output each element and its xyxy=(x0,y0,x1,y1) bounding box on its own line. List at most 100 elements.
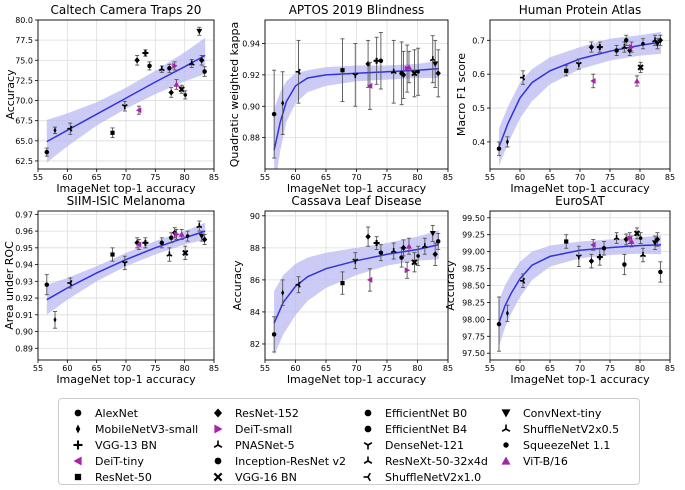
data-point xyxy=(196,223,203,229)
data-point xyxy=(53,316,57,323)
x-tick-label: 65 xyxy=(545,364,555,373)
x-tick-label: 65 xyxy=(321,364,331,373)
chart-title: Cassava Leaf Disease xyxy=(291,194,421,208)
legend-marker xyxy=(363,456,373,464)
y-tick-label: 84 xyxy=(250,308,260,317)
x-tick-label: 65 xyxy=(321,173,331,182)
legend-label: ResNeXt-50-32x4d xyxy=(385,454,488,468)
legend-marker xyxy=(364,425,372,433)
data-point xyxy=(178,231,185,237)
data-point xyxy=(627,235,633,242)
legend-item: ResNet-50 xyxy=(71,469,152,485)
data-point xyxy=(166,251,173,257)
data-point xyxy=(366,276,373,283)
data-point xyxy=(575,254,582,260)
data-point xyxy=(435,239,441,244)
y-tick-label: 0.92 xyxy=(242,71,260,80)
x-axis-label: ImageNet top-1 accuracy xyxy=(287,182,427,195)
y-tick-label: 0.7 xyxy=(472,36,485,45)
plot-area xyxy=(44,220,208,329)
legend-item: DenseNet-121 xyxy=(361,437,464,453)
legend-marker-icon xyxy=(364,425,372,433)
y-tick-label: 98.00 xyxy=(462,315,485,324)
legend-label: VGG-13 BN xyxy=(95,438,157,452)
x-tick-label: 70 xyxy=(351,173,361,182)
y-tick-label: 99.00 xyxy=(462,248,485,257)
x-tick-label: 65 xyxy=(545,173,555,182)
data-point xyxy=(654,236,661,243)
data-point xyxy=(378,250,384,255)
y-tick-label: 70.0 xyxy=(15,97,33,106)
legend-item: Inception-ResNet v2 xyxy=(211,453,346,469)
legend-label: ShuffleNetV2x1.0 xyxy=(385,470,482,484)
data-point xyxy=(365,60,371,67)
y-tick-label: 98.50 xyxy=(462,282,485,291)
x-tick-label: 60 xyxy=(62,364,72,373)
data-point xyxy=(657,37,664,44)
x-tick-label: 80 xyxy=(412,173,422,182)
data-point xyxy=(627,47,633,54)
legend-item: ShuffleNetV2x0.5 xyxy=(499,421,619,437)
legend: AlexNet MobileNetV3-small VGG-13 BN DeiT… xyxy=(58,398,640,485)
data-point xyxy=(400,244,407,251)
chart-title: Caltech Camera Traps 20 xyxy=(51,3,202,17)
fit-line xyxy=(46,54,206,143)
data-point xyxy=(202,69,207,74)
chart-panel: 55 60 65 70 75 80 85 0.88 0.90 0.92 0.94 APTOS 2019… xyxy=(228,3,453,195)
data-point xyxy=(183,93,188,97)
data-point xyxy=(596,44,603,51)
y-tick-label: 0.95 xyxy=(15,244,33,253)
x-tick-label: 85 xyxy=(665,173,675,182)
data-point xyxy=(432,61,439,67)
x-tick-label: 75 xyxy=(605,364,615,373)
x-tick-label: 85 xyxy=(209,173,219,182)
y-tick-label: 77.5 xyxy=(15,36,33,45)
data-point xyxy=(142,50,149,56)
x-tick-label: 85 xyxy=(443,173,453,182)
y-tick-label: 99.50 xyxy=(462,214,485,223)
chart-panel: 55 60 65 70 75 80 85 62.5 65.0 67.5 70.0 72.5 75.0 77… xyxy=(4,3,219,195)
data-point xyxy=(196,28,203,35)
legend-label: ShuffleNetV2x0.5 xyxy=(523,422,620,436)
legend-marker-icon xyxy=(363,472,371,482)
x-tick-label: 60 xyxy=(62,173,72,182)
x-tick-label: 75 xyxy=(382,173,392,182)
fit-line xyxy=(498,244,662,324)
data-point xyxy=(182,249,189,257)
x-tick-label: 55 xyxy=(485,364,495,373)
legend-item: VGG-13 BN xyxy=(71,437,157,453)
data-point xyxy=(406,64,412,70)
data-point xyxy=(404,267,411,274)
x-tick-label: 60 xyxy=(515,173,525,182)
y-tick-label: 0.94 xyxy=(242,40,260,49)
legend-item: EfficientNet B0 xyxy=(361,405,467,421)
legend-marker xyxy=(73,440,83,450)
data-point xyxy=(198,233,205,240)
data-point xyxy=(134,57,140,64)
x-tick-label: 60 xyxy=(290,173,300,182)
x-tick-label: 80 xyxy=(180,173,190,182)
chart-panel: 55 60 65 70 75 80 85 82 84 86 88 90 Cassava Leaf Dis… xyxy=(231,194,453,386)
data-point xyxy=(641,41,645,46)
fit-line xyxy=(273,67,439,151)
chart-title: APTOS 2019 Blindness xyxy=(289,3,425,17)
data-point xyxy=(601,246,607,251)
data-point xyxy=(271,332,277,337)
data-point xyxy=(185,234,190,238)
data-point xyxy=(199,57,205,64)
x-axis-label: ImageNet top-1 accuracy xyxy=(56,182,196,195)
data-point xyxy=(67,280,73,286)
fit-line xyxy=(273,243,440,324)
plot-area xyxy=(496,227,663,352)
y-tick-label: 0.90 xyxy=(242,102,260,111)
x-tick-label: 85 xyxy=(209,364,219,373)
data-point xyxy=(135,241,142,248)
legend-label: EfficientNet B4 xyxy=(385,422,468,436)
x-tick-label: 75 xyxy=(382,364,392,373)
x-tick-label: 60 xyxy=(515,364,525,373)
legend-label: ViT-B/16 xyxy=(523,454,568,468)
legend-marker xyxy=(213,472,223,482)
data-point xyxy=(168,89,174,96)
legend-marker xyxy=(363,442,373,450)
